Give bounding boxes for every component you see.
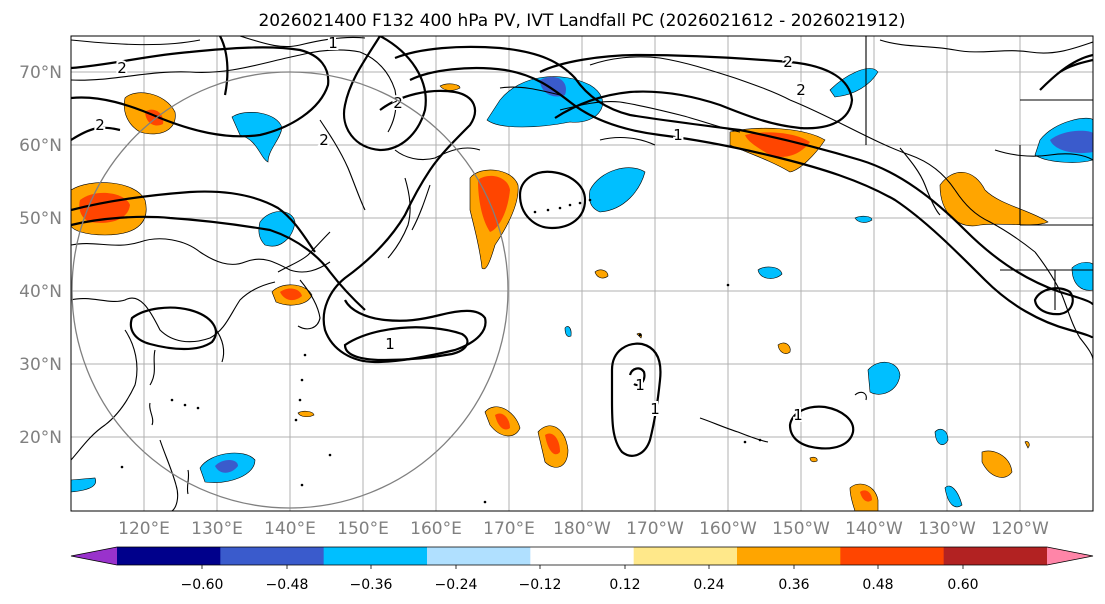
colorbar-tick-label: 0.60: [947, 577, 978, 593]
lat-label: 70°N: [19, 63, 62, 83]
colorbar-ticks: [201, 565, 964, 569]
longitude-labels: 120°E 130°E 140°E 150°E 160°E 170°E 180°…: [118, 519, 1049, 539]
island-dots: [120, 198, 762, 504]
colorbar-extend-max: [1047, 547, 1093, 565]
colorbar: −0.60 −0.48 −0.36 −0.24 −0.12 0.12 0.24 …: [70, 546, 1094, 593]
lon-label: 170°E: [483, 519, 535, 539]
lat-label: 50°N: [19, 209, 62, 229]
contour-label: 2: [117, 59, 127, 77]
lat-label: 40°N: [19, 282, 62, 302]
lon-label: 160°W: [699, 519, 757, 539]
lon-label: 180°W: [553, 519, 611, 539]
colorbar-cell: [633, 547, 738, 565]
colorbar-cell: [737, 547, 841, 565]
landfall-region-circle: [71, 71, 509, 509]
colorbar-tick-label: 0.24: [693, 577, 724, 593]
contour-label: 1: [673, 126, 683, 144]
contour-label: 1: [635, 376, 645, 394]
contour-label: 1: [328, 34, 338, 52]
contour-label: 2: [393, 94, 403, 112]
contour-label: 1: [793, 406, 803, 424]
colorbar-tick-label: −0.24: [435, 577, 478, 593]
colorbar-tick-label: −0.60: [181, 577, 224, 593]
contour-label: 2: [95, 116, 105, 134]
lon-label: 130°W: [918, 519, 976, 539]
colorbar-cell: [943, 547, 1048, 565]
lon-label: 120°W: [991, 519, 1049, 539]
map-panel: 2 1 2 2 2 1 1 2 2 1 1 1: [70, 34, 1094, 512]
contour-label: 2: [319, 131, 329, 149]
lat-label: 20°N: [19, 428, 62, 448]
colorbar-cell: [220, 547, 325, 565]
colorbar-tick-label: −0.36: [350, 577, 393, 593]
lon-label: 140°E: [264, 519, 316, 539]
graticule: [71, 36, 1093, 511]
colorbar-cell: [530, 547, 635, 565]
lat-label: 30°N: [19, 355, 62, 375]
colorbar-cell: [427, 547, 531, 565]
contour-label: 1: [650, 400, 660, 418]
colorbar-tick-labels: −0.60 −0.48 −0.36 −0.24 −0.12 0.12 0.24 …: [181, 577, 979, 593]
colorbar-tick-label: 0.36: [778, 577, 809, 593]
colorbar-cell: [117, 547, 221, 565]
contour-label: 2: [783, 53, 793, 71]
lon-label: 120°E: [118, 519, 170, 539]
lon-label: 150°E: [337, 519, 389, 539]
colorbar-tick-label: 0.48: [862, 577, 893, 593]
pv-contours: [71, 36, 1093, 457]
colorbar-tick-label: −0.12: [519, 577, 562, 593]
latitude-labels: 70°N 60°N 50°N 40°N 30°N 20°N: [19, 63, 62, 448]
map-frame: [70, 35, 1094, 512]
colorbar-cell: [840, 547, 945, 565]
colorbar-tick-label: 0.12: [609, 577, 640, 593]
coastlines: [71, 36, 1093, 511]
lon-label: 160°E: [410, 519, 462, 539]
colorbar-extend-min: [71, 547, 117, 565]
colorbar-tick-label: −0.48: [266, 577, 309, 593]
colorbar-cell: [323, 547, 428, 565]
figure-title: 2026021400 F132 400 hPa PV, IVT Landfall…: [258, 11, 905, 31]
contour-label: 1: [385, 335, 395, 353]
colorbar-cells: [117, 547, 1048, 565]
lat-label: 60°N: [19, 136, 62, 156]
contour-labels: 2 1 2 2 2 1 1 2 2 1 1 1: [93, 34, 808, 426]
lon-label: 170°W: [626, 519, 684, 539]
lon-label: 140°W: [845, 519, 903, 539]
lon-label: 150°W: [772, 519, 830, 539]
colorbar-outline: [70, 546, 1094, 566]
lon-label: 130°E: [191, 519, 243, 539]
contour-label: 2: [796, 81, 806, 99]
